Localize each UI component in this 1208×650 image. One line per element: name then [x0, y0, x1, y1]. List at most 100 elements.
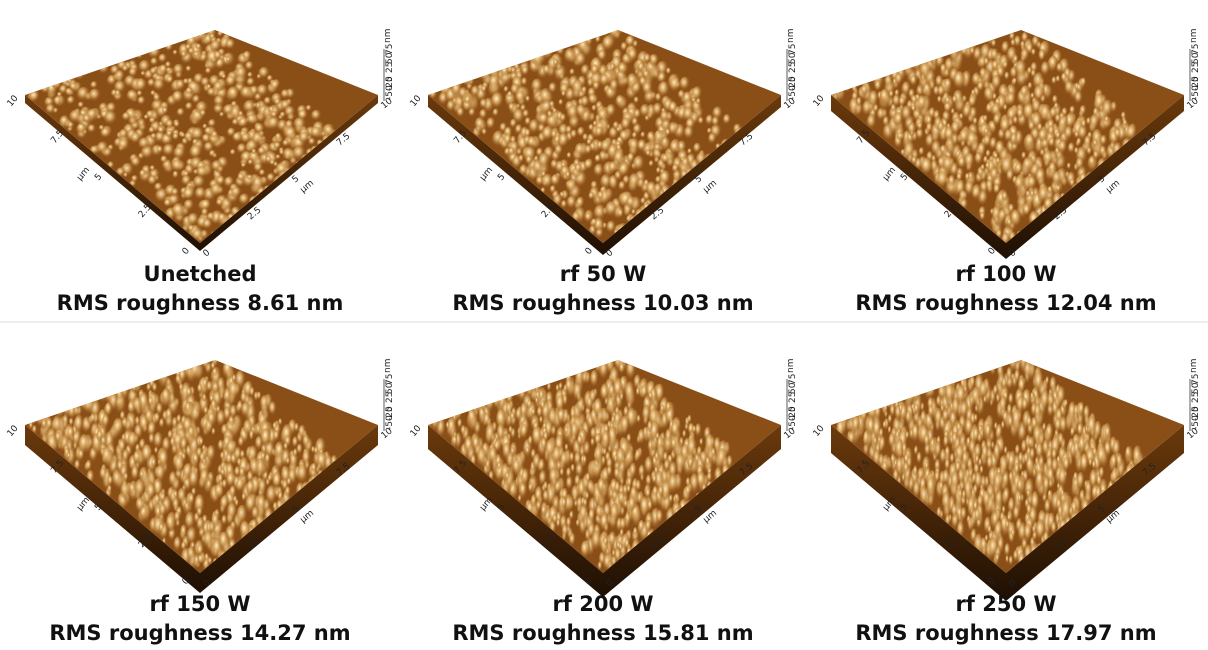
- surface-peak: [232, 132, 242, 143]
- surface-peak: [205, 67, 212, 75]
- surface-peak: [527, 136, 537, 150]
- surface-peak: [1129, 175, 1138, 190]
- surface-peak: [618, 181, 626, 192]
- surface-peak: [662, 154, 670, 165]
- surface-peak: [1023, 204, 1031, 217]
- surface-peak: [1170, 173, 1181, 191]
- surface-peak: [131, 175, 139, 183]
- surface-peak: [958, 156, 966, 169]
- surface-peak: [346, 147, 359, 162]
- surface-peak: [553, 59, 559, 66]
- surface-peak: [337, 483, 343, 494]
- surface-peak: [1089, 156, 1096, 167]
- surface-peak: [1061, 73, 1068, 84]
- y-unit: µm: [881, 165, 898, 183]
- surface-peak: [128, 67, 138, 78]
- surface-peak: [308, 521, 313, 530]
- surface-peak: [128, 51, 137, 61]
- surface-peak: [638, 429, 646, 447]
- surface-peak: [654, 183, 664, 196]
- surface-peak: [286, 457, 291, 465]
- panel-title: rf 100 W: [955, 262, 1056, 286]
- surface-peak: [268, 474, 273, 483]
- surface-peak: [704, 528, 709, 539]
- surface-peak: [485, 423, 496, 446]
- surface-peak: [1020, 41, 1026, 50]
- surface-peak: [1141, 513, 1148, 531]
- surface-peak: [78, 102, 85, 110]
- surface-peak: [344, 157, 351, 165]
- surface-peak: [594, 164, 605, 179]
- surface-peak: [538, 152, 551, 169]
- surface-peak: [247, 77, 256, 87]
- surface-peak: [666, 402, 672, 414]
- surface-peak: [1141, 150, 1151, 166]
- surface-peak: [318, 159, 324, 165]
- surface-peak: [1023, 157, 1033, 174]
- surface-peak: [619, 362, 625, 374]
- surface-peak: [333, 164, 342, 174]
- surface-peak: [569, 68, 575, 76]
- surface-peak: [235, 66, 248, 81]
- surface-peak: [967, 131, 979, 150]
- surface-peak: [270, 80, 280, 91]
- surface-peak: [131, 156, 142, 168]
- surface-peak: [158, 54, 168, 64]
- surface-peak: [240, 86, 253, 101]
- surface-peak: [279, 150, 285, 156]
- surface-peak: [570, 130, 578, 140]
- surface-peak: [141, 444, 153, 465]
- surface-peak: [1049, 137, 1056, 149]
- surface-peak: [138, 60, 151, 74]
- surface-peak: [354, 478, 361, 491]
- surface-peak: [613, 150, 624, 165]
- surface-peak: [727, 166, 733, 174]
- surface-peak: [284, 106, 296, 119]
- surface-peak: [873, 104, 879, 114]
- surface-peak: [726, 495, 732, 508]
- surface-peak: [993, 113, 1002, 127]
- surface-peak: [766, 485, 771, 495]
- surface-peak: [755, 155, 768, 173]
- surface-peak: [1094, 194, 1105, 211]
- surface-peak: [1004, 129, 1013, 144]
- surface-peak: [353, 474, 358, 484]
- surface-peak: [269, 106, 275, 113]
- surface-peak: [1033, 85, 1045, 103]
- surface-peak: [1158, 502, 1167, 522]
- surface-peak: [107, 485, 112, 494]
- surface-peak: [692, 86, 703, 101]
- surface-peak: [753, 493, 759, 505]
- surface-peak: [567, 152, 573, 159]
- surface-peak: [522, 109, 529, 119]
- surface-peak: [621, 117, 632, 132]
- surface-peak: [378, 500, 384, 511]
- surface-peak: [243, 419, 253, 437]
- surface-peak: [597, 191, 604, 201]
- surface-peak: [640, 132, 645, 139]
- surface-peak: [1130, 154, 1135, 162]
- surface-peak: [718, 500, 723, 510]
- surface-peak: [330, 494, 338, 508]
- surface-peak: [1152, 164, 1158, 173]
- surface-peak: [723, 114, 732, 126]
- surface-peak: [908, 122, 917, 137]
- surface-peak: [210, 40, 222, 54]
- surface-peak: [561, 90, 566, 97]
- surface-peak: [585, 145, 593, 156]
- surface-peak: [660, 404, 664, 413]
- surface-peak: [242, 493, 247, 502]
- surface-peak: [618, 491, 625, 507]
- surface-peak: [332, 509, 340, 525]
- surface-peak: [576, 519, 580, 528]
- surface-peak: [1003, 104, 1008, 112]
- surface-peak: [1128, 180, 1139, 198]
- surface-peak: [158, 449, 169, 470]
- surface-peak: [1125, 446, 1131, 461]
- surface-peak: [139, 169, 147, 177]
- surface-peak: [69, 110, 83, 125]
- surface-peak: [1140, 503, 1148, 523]
- surface-peak: [1069, 105, 1075, 115]
- y-tick-label: 5: [93, 172, 104, 183]
- surface-peak: [1145, 499, 1151, 514]
